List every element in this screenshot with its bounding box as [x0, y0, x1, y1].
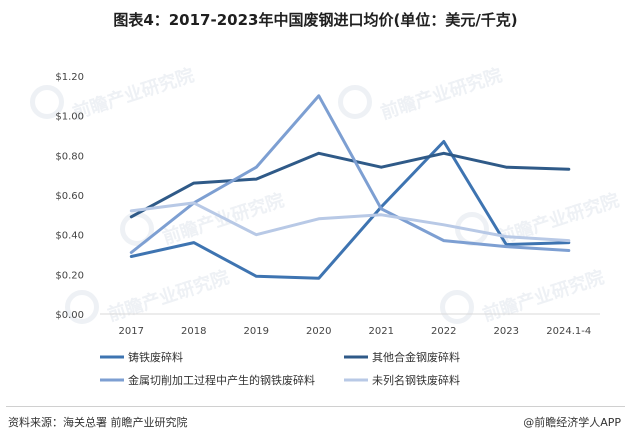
- x-tick-label: 2020: [306, 326, 331, 337]
- series-lines: [129, 94, 571, 280]
- y-tick-label: $0.40: [55, 231, 84, 242]
- y-tick-label: $0.20: [55, 270, 84, 281]
- series-line-3: [129, 94, 571, 254]
- x-tick-label: 2024.1-4: [546, 326, 591, 337]
- legend-label: 金属切削加工过程中产生的钢铁废碎料: [128, 373, 315, 387]
- series-line-4: [129, 201, 571, 243]
- line-chart: $0.00 $0.20 $0.40 $0.60 $0.80 $1.00 $1.20 2017…: [55, 72, 600, 387]
- series-line-2: [129, 151, 571, 219]
- y-tick-label: $0.80: [55, 151, 84, 162]
- y-tick-label: $0.60: [55, 191, 84, 202]
- y-tick-label: $0.00: [55, 310, 84, 321]
- legend-label: 铸铁废碎料: [128, 350, 183, 364]
- legend-label: 未列名钢铁废碎料: [372, 373, 460, 387]
- y-axis: $0.00 $0.20 $0.40 $0.60 $0.80 $1.00 $1.20: [55, 72, 84, 321]
- y-tick-label: $1.20: [55, 72, 84, 83]
- footer-divider: [6, 406, 625, 407]
- x-tick-label: 2023: [494, 326, 519, 337]
- watermark-logo-icon: [65, 290, 99, 324]
- watermark-logo-icon: [338, 85, 372, 119]
- x-axis: 2017 2018 2019 2020 2021 2022 2023 2024.1-4: [119, 326, 592, 337]
- legend-label: 其他合金钢废碎料: [372, 350, 460, 364]
- x-tick-label: 2018: [181, 326, 206, 337]
- x-tick-label: 2021: [369, 326, 394, 337]
- chart-title: 图表4：2017-2023年中国废钢进口均价(单位：美元/千克): [113, 11, 518, 29]
- series-line-1: [129, 140, 571, 280]
- y-tick-label: $1.00: [55, 112, 84, 123]
- source-note: 资料来源：海关总署 前瞻产业研究院: [8, 416, 188, 429]
- brand-credit: @前瞻经济学人APP: [523, 416, 621, 429]
- x-tick-label: 2017: [119, 326, 144, 337]
- watermark-logo-icon: [440, 290, 474, 324]
- x-tick-label: 2022: [431, 326, 456, 337]
- x-tick-label: 2019: [244, 326, 269, 337]
- watermark-logo-icon: [30, 85, 64, 119]
